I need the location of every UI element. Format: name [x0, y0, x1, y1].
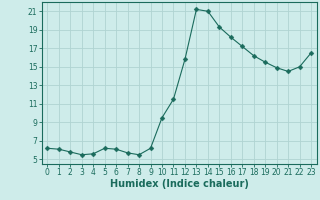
X-axis label: Humidex (Indice chaleur): Humidex (Indice chaleur): [110, 179, 249, 189]
